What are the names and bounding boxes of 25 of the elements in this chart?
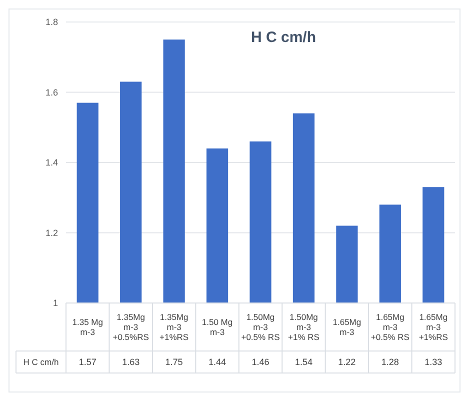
data-label: 1.44 (208, 357, 226, 368)
x-tick-label: 1.50Mg m-3 +1% RS (288, 312, 320, 342)
data-label: 1.28 (381, 357, 399, 368)
x-tick-label: 1.65Mg m-3 (332, 316, 362, 337)
text: H C cm/h (250, 29, 316, 46)
x-tick-label: 1.35 Mg m-3 (72, 316, 104, 337)
x-tick-label: 1.50 Mg m-3 (202, 316, 233, 337)
data-label: 1.46 (252, 357, 270, 368)
y-tick-label: 1.4 (45, 158, 58, 168)
x-tick-label: 1.50Mg m-3 +0.5% RS (241, 312, 280, 342)
data-label: 1.57 (78, 357, 96, 368)
x-tick-label: 1.65Mg m-3 +0.5% RS (370, 312, 410, 342)
y-tick-label: 1.8 (45, 17, 58, 28)
y-tick-label: 1 (52, 298, 58, 308)
x-tick-label: 1.65Mg m-3 +1%RS (418, 312, 448, 342)
data-label: 1.75 (165, 357, 183, 368)
x-tick-label: 1.35Mg m-3 +1%RS (160, 312, 189, 342)
y-tick-label: 1.2 (45, 228, 58, 238)
x-tick-label: 1.35Mg m-3 +0.5%RS (112, 312, 150, 342)
data-label: 1.33 (424, 357, 442, 368)
data-label: 1.63 (122, 357, 140, 368)
data-label: 1.54 (294, 357, 312, 368)
text: H C cm/h (23, 356, 59, 367)
data-label: 1.22 (338, 357, 356, 368)
y-tick-label: 1.6 (45, 87, 58, 98)
